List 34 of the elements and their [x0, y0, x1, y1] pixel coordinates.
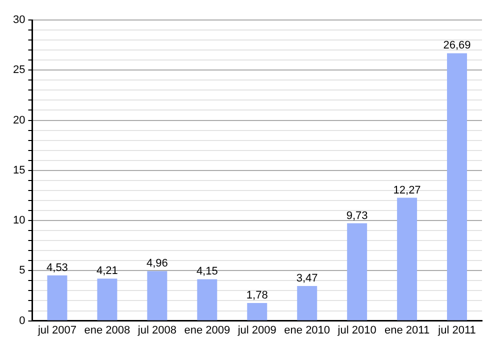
x-tick-label: ene 2010	[284, 324, 330, 336]
y-tick-label: 0	[19, 314, 26, 327]
bar	[47, 275, 68, 320]
y-tick-label: 25	[12, 64, 26, 76]
data-label: 4,21	[96, 265, 118, 278]
x-tick-label: jul 2009	[236, 324, 276, 336]
x-tick-label: jul 2011	[437, 324, 476, 336]
data-label: 26,69	[443, 40, 471, 52]
bar	[397, 198, 418, 320]
data-label: 12,27	[393, 184, 421, 196]
bar	[147, 271, 168, 320]
bar	[447, 53, 468, 320]
data-label: 4,15	[196, 266, 218, 278]
y-tick-label: 15	[12, 164, 26, 176]
x-tick-label: jul 2007	[36, 324, 76, 336]
x-tick-label: ene 2008	[84, 324, 130, 336]
y-tick-label: 20	[12, 114, 26, 126]
data-label: 4,53	[46, 262, 68, 274]
data-label: 4,96	[146, 258, 168, 270]
bar	[97, 278, 118, 320]
bar	[247, 302, 268, 320]
x-tick-label: ene 2011	[384, 324, 430, 336]
data-label: 9,73	[346, 210, 368, 222]
data-label: 1,78	[246, 289, 268, 302]
x-tick-label: ene 2009	[184, 324, 230, 336]
y-tick-label: 10	[12, 214, 26, 227]
y-tick-label: 30	[12, 14, 26, 26]
y-tick-label: 5	[19, 264, 26, 277]
data-label: 3,47	[296, 272, 318, 285]
bar	[197, 279, 218, 320]
x-tick-label: jul 2010	[336, 324, 376, 336]
x-tick-label: jul 2008	[136, 324, 176, 336]
bar	[347, 223, 368, 320]
bar	[297, 286, 318, 320]
